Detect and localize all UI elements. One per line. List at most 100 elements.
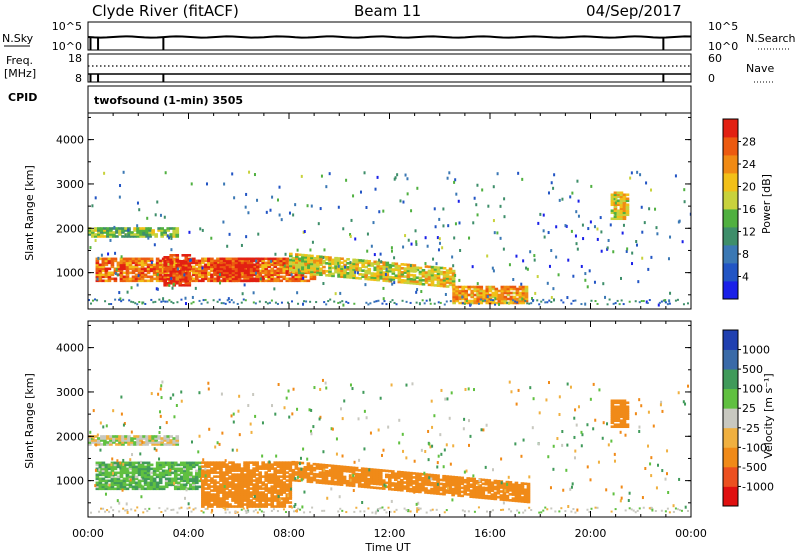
velocity-cell — [225, 473, 229, 476]
velocity-cell — [127, 443, 131, 446]
velocity-cell — [252, 471, 256, 474]
power-speckle — [306, 204, 309, 208]
velocity-cell — [415, 488, 419, 491]
velocity-cell — [182, 469, 187, 473]
velocity-cell — [122, 481, 127, 485]
velocity-cell — [384, 485, 389, 489]
power-speckle — [382, 286, 385, 290]
power-speckle — [572, 274, 575, 278]
velocity-cell — [273, 469, 278, 472]
power-ground-speckle — [570, 302, 573, 305]
velocity-cell — [372, 482, 377, 486]
velocity-cell — [216, 485, 220, 488]
velocity-ground-speckle — [341, 509, 344, 512]
power-ground-speckle — [465, 300, 468, 302]
velocity-cell — [185, 461, 190, 465]
power-cell — [448, 271, 453, 275]
velocity-ground-speckle — [435, 508, 438, 511]
power-cell — [485, 289, 490, 293]
velocity-cell — [137, 465, 142, 469]
velocity-cell — [463, 480, 467, 484]
velocity-cell — [282, 497, 287, 500]
power-cell — [270, 279, 275, 283]
velocity-cell — [363, 479, 368, 483]
power-cell — [619, 211, 624, 215]
velocity-cell — [157, 435, 161, 438]
power-cell — [249, 259, 254, 263]
power-cell — [346, 262, 350, 265]
velocity-cell — [210, 485, 214, 488]
velocity-speckle — [330, 427, 333, 431]
velocity-speckle — [647, 410, 650, 414]
power-cell — [500, 299, 505, 303]
power-cell — [237, 259, 241, 263]
velocity-speckle — [221, 431, 224, 435]
velocity-cell — [97, 443, 101, 446]
power-speckle — [297, 268, 300, 272]
power-cell — [187, 281, 192, 285]
velocity-cell — [198, 475, 202, 479]
velocity-cell — [255, 465, 259, 468]
velocity-ground-speckle — [614, 508, 617, 511]
velocity-speckle — [352, 488, 355, 492]
power-cell — [613, 193, 618, 197]
velocity-cell — [288, 485, 293, 488]
velocity-cell — [189, 463, 193, 467]
power-speckle — [278, 185, 281, 189]
power-cell — [192, 259, 196, 263]
power-cell — [240, 271, 245, 275]
velocity-cell — [282, 489, 287, 492]
power-cell — [295, 253, 299, 256]
power-cell — [391, 272, 396, 275]
power-cell — [219, 279, 224, 283]
power-cell — [301, 255, 305, 259]
power-colorbar-segment — [723, 155, 738, 174]
power-speckle — [248, 170, 251, 174]
velocity-cell — [451, 479, 455, 483]
velocity-cell — [363, 471, 368, 475]
velocity-cell — [505, 488, 510, 492]
power-cell — [412, 278, 417, 281]
velocity-cell — [255, 483, 259, 486]
velocity-cell — [339, 481, 344, 484]
power-ground-speckle — [389, 300, 392, 303]
power-speckle — [569, 195, 572, 199]
power-speckle — [678, 219, 681, 223]
velocity-cell — [104, 481, 109, 485]
velocity-cell — [98, 473, 103, 477]
velocity-speckle — [424, 449, 427, 453]
velocity-cell — [155, 485, 160, 489]
power-cell — [166, 281, 171, 285]
velocity-cell — [182, 465, 187, 469]
power-cell — [430, 281, 435, 285]
velocity-cell — [252, 497, 256, 500]
velocity-cell — [213, 489, 217, 492]
power-cell — [104, 263, 109, 267]
velocity-cell — [502, 482, 507, 486]
power-cell — [418, 278, 423, 282]
power-speckle — [526, 267, 529, 271]
velocity-cell — [369, 472, 374, 475]
velocity-ground-speckle — [628, 507, 631, 510]
velocity-cell — [270, 495, 275, 498]
velocity-cell — [526, 490, 531, 494]
power-speckle — [302, 302, 305, 306]
power-cell — [137, 269, 142, 273]
velocity-cell — [270, 479, 275, 482]
power-cell — [201, 277, 205, 281]
velocity-cell — [448, 491, 452, 495]
velocity-cell — [258, 503, 262, 506]
velocity-cell — [104, 463, 109, 467]
velocity-cell — [137, 485, 142, 489]
power-cell — [613, 195, 618, 199]
velocity-cell — [511, 489, 516, 492]
power-cell — [145, 227, 149, 230]
power-speckle — [600, 230, 603, 234]
power-cell — [131, 279, 136, 283]
velocity-cell — [158, 465, 163, 469]
power-cell — [175, 269, 180, 273]
velocity-cell — [403, 475, 407, 478]
power-cell — [436, 270, 441, 273]
velocity-speckle — [129, 478, 132, 482]
power-cell — [394, 264, 399, 268]
